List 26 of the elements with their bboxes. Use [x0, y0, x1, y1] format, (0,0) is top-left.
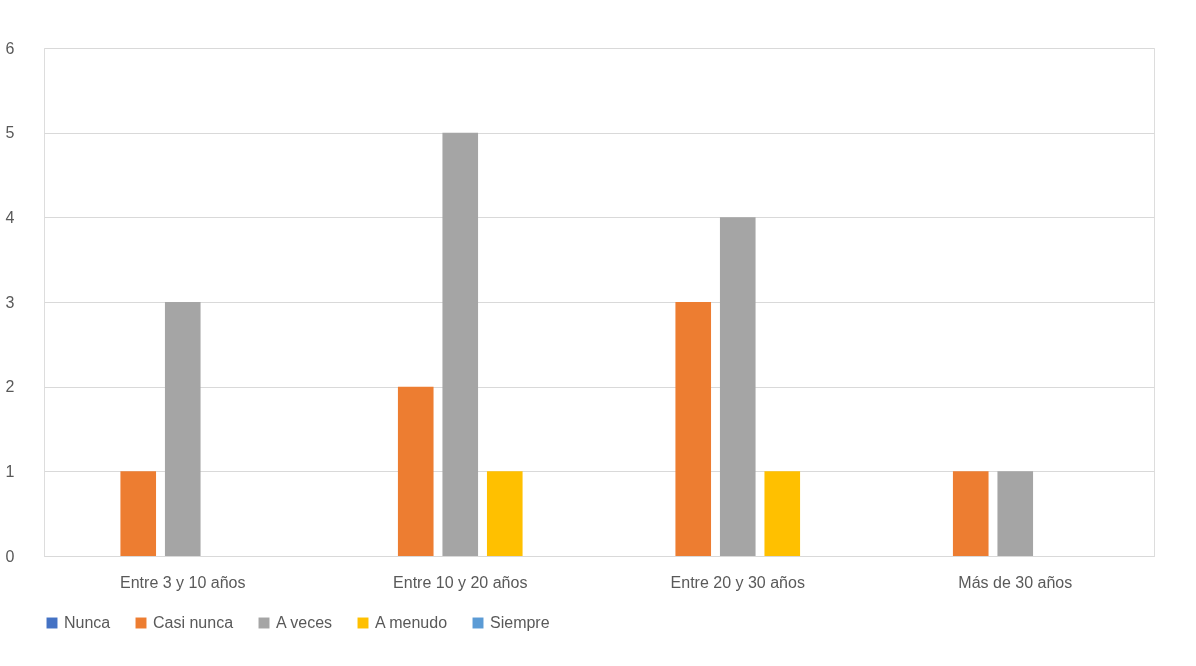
y-tick-label: 6 [5, 39, 15, 57]
y-tick-label: 4 [5, 208, 15, 226]
bar [164, 302, 201, 556]
x-tick-label: Entre 3 y 10 años [120, 573, 246, 591]
legend-label: Siempre [490, 614, 550, 631]
x-tick-label: Entre 20 y 30 años [670, 573, 805, 591]
bar [675, 302, 712, 556]
legend-label: A menudo [375, 614, 448, 631]
y-tick-label: 3 [5, 293, 15, 311]
bar [997, 471, 1034, 556]
y-tick-label: 2 [5, 378, 15, 396]
y-tick-label: 0 [5, 547, 15, 565]
x-tick-label: Entre 10 y 20 años [393, 573, 528, 591]
y-tick-label: 1 [5, 462, 15, 480]
bar [120, 471, 157, 556]
bar [397, 386, 434, 556]
bar [719, 217, 756, 556]
bar [952, 471, 989, 556]
bar [442, 132, 479, 556]
legend-label: A veces [276, 614, 333, 631]
bar [764, 471, 801, 556]
y-tick-label: 5 [5, 124, 15, 142]
bar [486, 471, 523, 556]
legend-label: Nunca [64, 614, 111, 631]
legend-label: Casi nunca [153, 614, 234, 631]
x-tick-label: Más de 30 años [958, 573, 1073, 591]
